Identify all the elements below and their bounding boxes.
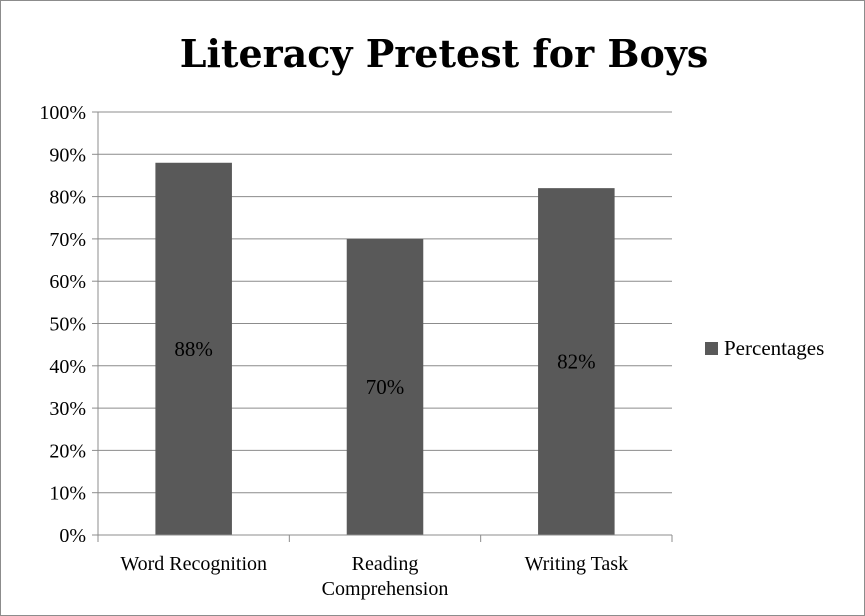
bar (346, 238, 424, 535)
y-tick-label: 40% (49, 356, 86, 378)
data-label: 82% (557, 350, 596, 374)
y-tick-label: 70% (49, 229, 86, 251)
y-tick-label: 50% (49, 314, 86, 336)
bars (155, 162, 615, 535)
y-tick-label: 100% (39, 102, 86, 124)
legend: Percentages (705, 336, 824, 360)
x-axis-categories: Word Recognition Reading Comprehension Writ… (120, 553, 628, 600)
y-tick-label: 80% (49, 187, 86, 209)
y-tick-label: 10% (49, 483, 86, 505)
data-label: 88% (174, 337, 213, 361)
data-label: 70% (366, 375, 405, 399)
y-axis-ticks: 0% 10% 20% 30% 40% 50% 60% 70% 80% 90% 100% (39, 102, 98, 547)
x-category-label: Reading (352, 553, 419, 575)
y-tick-label: 20% (49, 440, 86, 462)
x-category-label: Comprehension (322, 578, 449, 600)
legend-label: Percentages (724, 336, 824, 360)
y-tick-label: 0% (59, 525, 86, 547)
chart-title: Literacy Pretest for Boys (180, 31, 709, 76)
y-tick-label: 60% (49, 271, 86, 293)
data-labels: 88% 70% 82% (174, 337, 595, 399)
y-tick-label: 90% (49, 144, 86, 166)
legend-swatch (705, 342, 718, 355)
y-tick-label: 30% (49, 398, 86, 420)
bar (538, 188, 615, 535)
axes (97, 112, 673, 542)
x-category-label: Writing Task (525, 553, 629, 575)
x-category-label: Word Recognition (120, 553, 267, 575)
bar (155, 162, 232, 535)
